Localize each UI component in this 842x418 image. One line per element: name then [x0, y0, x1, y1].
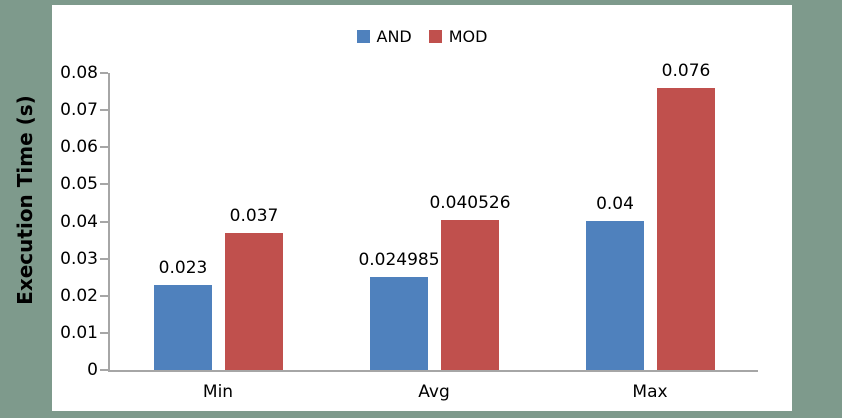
y-tick [100, 109, 108, 111]
y-tick-label: 0.01 [60, 323, 98, 343]
bar-value-label: 0.040526 [429, 193, 511, 213]
x-axis-line [108, 370, 758, 372]
bar-and-max [586, 221, 644, 370]
y-tick [100, 295, 108, 297]
y-tick-label: 0.06 [60, 137, 98, 157]
bar-and-min [154, 285, 212, 370]
legend: AND MOD [52, 26, 792, 46]
bar-value-label: 0.024985 [358, 250, 440, 270]
bar-mod-min [225, 233, 283, 370]
legend-item-and: AND [356, 26, 412, 46]
y-tick-label: 0.03 [60, 249, 98, 269]
x-category-label: Min [202, 382, 234, 402]
y-tick-label: 0.08 [60, 63, 98, 83]
bar-mod-avg [441, 220, 499, 370]
y-tick-label: 0.07 [60, 100, 98, 120]
plot-area: 0 0.01 0.02 0.03 0.04 0.05 0.06 0.07 0.08 0.023 0.… [60, 61, 758, 402]
legend-swatch-and [356, 29, 370, 43]
y-tick [100, 146, 108, 148]
y-tick-label: 0.04 [60, 212, 98, 232]
bar-value-label: 0.037 [229, 206, 279, 226]
bar-and-avg [370, 277, 428, 370]
y-axis-line [108, 73, 110, 372]
bar-value-label: 0.04 [596, 194, 634, 214]
x-category-label: Max [632, 382, 668, 402]
legend-item-mod: MOD [428, 26, 488, 46]
legend-label-mod: MOD [448, 26, 488, 46]
legend-label-and: AND [376, 26, 412, 46]
y-tick-label: 0 [87, 360, 98, 380]
y-tick [100, 221, 108, 223]
y-tick [100, 72, 108, 74]
y-tick [100, 332, 108, 334]
y-tick-label: 0.05 [60, 174, 98, 194]
y-tick [100, 369, 108, 371]
y-tick [100, 183, 108, 185]
bar-mod-max [657, 88, 715, 370]
bar-value-label: 0.023 [158, 258, 208, 278]
legend-swatch-mod [428, 29, 442, 43]
y-tick [100, 258, 108, 260]
y-tick-label: 0.02 [60, 286, 98, 306]
bar-value-label: 0.076 [661, 61, 711, 81]
x-category-label: Avg [418, 382, 450, 402]
y-axis-title-text: Execution Time (s) [13, 95, 38, 305]
